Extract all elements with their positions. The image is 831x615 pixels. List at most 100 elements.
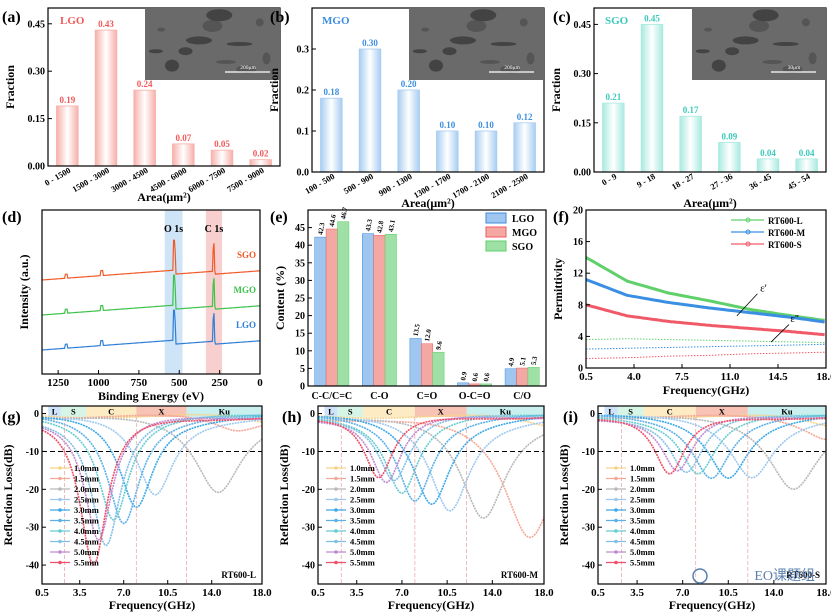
legend-marker xyxy=(58,466,62,470)
annotation-arrow xyxy=(736,293,758,317)
plot-frame xyxy=(585,209,827,369)
eps-real-curve xyxy=(585,303,825,337)
rl-curve xyxy=(41,414,263,521)
rl-curve xyxy=(41,416,263,547)
legend-label: 3.0mm xyxy=(630,505,655,515)
x-tick-label: 11.0 xyxy=(721,371,740,383)
annotation-label: ε' xyxy=(760,282,767,294)
rl-panel: L S C X Ku 1.0mm1.5mm2.0mm2.5mm3.0mm3.5mm4.0m… xyxy=(1,405,272,612)
series-label: SGO xyxy=(237,250,256,260)
x-tick-label: 1250 xyxy=(47,377,70,389)
sem-flake xyxy=(202,20,223,32)
category-label: C=O xyxy=(417,391,438,402)
sem-flake xyxy=(466,20,487,32)
band-label: S xyxy=(628,407,633,417)
legend-marker xyxy=(58,529,62,533)
x-tick-label: 18.0 xyxy=(534,587,554,599)
rl-curve xyxy=(42,417,263,496)
legend-marker xyxy=(614,476,618,481)
x-axis-label: Frequency(GHz) xyxy=(388,598,474,612)
panel-letter: (a) xyxy=(2,9,21,26)
y-tick-label: 16 xyxy=(573,237,583,248)
bar xyxy=(325,228,338,387)
x-tick-label: 0.5 xyxy=(579,371,593,383)
y-tick-label: 0.45 xyxy=(574,20,592,31)
band-strip xyxy=(604,406,618,417)
y-tick-label: -30 xyxy=(582,523,595,534)
sem-flake xyxy=(749,20,769,32)
category-label: 900 - 1300 xyxy=(377,171,414,198)
rl-curve xyxy=(598,414,827,480)
x-axis-label: Area(μm²) xyxy=(683,196,737,210)
legend-marker xyxy=(334,466,338,470)
y-tick-label: 0.2 xyxy=(297,86,310,97)
band-label: S xyxy=(348,407,353,417)
xps-spectrum xyxy=(41,239,261,281)
bar xyxy=(602,102,625,173)
legend-label: 2.5mm xyxy=(630,495,655,505)
bar-value-label: 4.9 xyxy=(507,357,516,367)
bar-value-label: 9.6 xyxy=(435,340,444,350)
bar xyxy=(436,130,459,173)
y-tick-label: -30 xyxy=(302,523,315,534)
scale-bar-label: 30μm xyxy=(788,65,801,71)
bar-panel: 0.21 0 - 9 0.45 9 - 18 0.17 18 - 27 0.09 27 - 3… xyxy=(549,7,827,210)
bar xyxy=(679,115,702,173)
sem-flake xyxy=(752,9,779,22)
panel-letter: (f) xyxy=(553,209,569,226)
x-tick-label: 7.0 xyxy=(395,587,409,599)
bar-value-label: 46.7 xyxy=(339,206,349,220)
legend-label: 4.0mm xyxy=(74,526,99,536)
bar-value-label: 44.6 xyxy=(328,213,338,227)
y-axis-label: Fraction xyxy=(549,68,563,112)
y-tick-label: -10 xyxy=(26,447,39,458)
plot-frame xyxy=(41,405,263,585)
sample-label: RT600-M xyxy=(501,570,539,580)
legend-marker xyxy=(614,539,618,544)
bar-value-label: 42.8 xyxy=(375,220,385,234)
legend-label: 1.0mm xyxy=(630,463,655,473)
x-axis-label: Frequency(GHz) xyxy=(663,383,749,397)
bar xyxy=(756,158,780,173)
legend-marker xyxy=(58,539,62,544)
band-label: C xyxy=(667,407,673,417)
series-label: MGO xyxy=(234,285,257,295)
sem-flake xyxy=(526,52,535,65)
sem-flake xyxy=(490,42,517,46)
legend-marker xyxy=(614,487,618,491)
x-tick-label: 7.5 xyxy=(675,371,689,383)
band-label: C xyxy=(386,407,392,417)
y-tick-label: 35 xyxy=(295,258,305,269)
legend-label: 5.0mm xyxy=(350,547,375,557)
xps-spectrum xyxy=(41,274,261,316)
sem-inset: 200μm xyxy=(409,8,544,80)
y-tick-label: -40 xyxy=(26,561,39,572)
sem-flake xyxy=(782,65,803,74)
x-axis-label: Frequency(GHz) xyxy=(109,598,195,612)
y-axis-label: Permittivity xyxy=(551,258,565,320)
legend-marker xyxy=(334,560,338,565)
bar xyxy=(314,236,327,387)
content-panel: 42.344.646.7 C-C/C=C 43.3 42.8 43.1 C-O 13.5 12… xyxy=(273,206,547,402)
wechat-icon xyxy=(692,568,708,584)
y-tick-label: 15 xyxy=(295,329,305,340)
legend-label: 4.5mm xyxy=(74,537,99,547)
legend-marker xyxy=(745,229,751,235)
x-axis-label: Area(μm²) xyxy=(401,196,455,210)
band-label: X xyxy=(158,407,165,417)
bar xyxy=(718,142,741,173)
y-tick-label: 0.15 xyxy=(28,114,46,125)
band-label: Ku xyxy=(781,407,793,417)
sem-flake xyxy=(262,52,271,65)
band-label: X xyxy=(438,407,445,417)
sem-flake xyxy=(801,18,810,27)
sem-flake xyxy=(725,47,740,56)
x-tick-label: 14.5 xyxy=(768,371,788,383)
y-tick-label: 0.00 xyxy=(574,168,592,179)
rl-curve xyxy=(318,417,545,512)
band-strip xyxy=(48,406,61,417)
legend-label: 5.0mm xyxy=(74,547,99,557)
y-tick-label: 12 xyxy=(573,269,583,280)
band-strip xyxy=(86,406,137,417)
legend-label: LGO xyxy=(512,214,534,225)
